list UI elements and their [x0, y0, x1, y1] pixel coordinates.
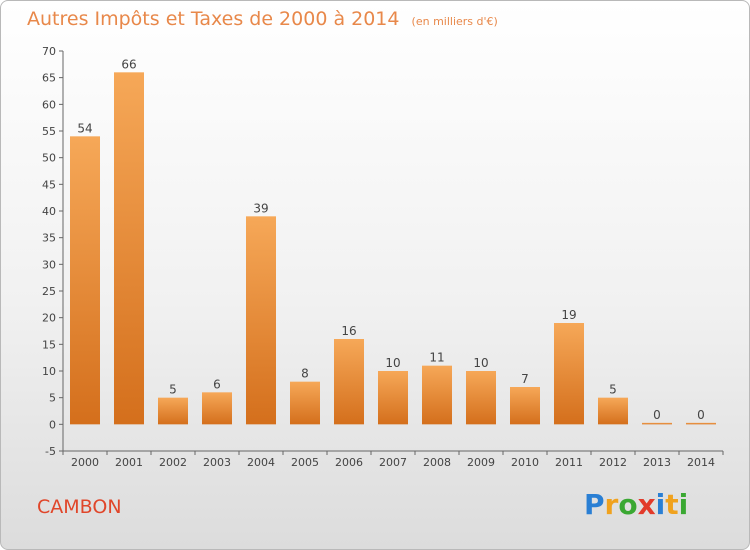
x-tick-label: 2005: [291, 456, 319, 469]
x-tick-label: 2014: [687, 456, 715, 469]
chart-title-unit: (en milliers d'€): [411, 15, 498, 28]
y-tick-label: 55: [42, 125, 56, 138]
x-tick-label: 2008: [423, 456, 451, 469]
bar-value-label: 0: [697, 408, 705, 422]
logo-letter: o: [618, 488, 638, 521]
bar-value-label: 16: [341, 324, 356, 338]
bar: [202, 392, 232, 425]
x-tick-label: 2010: [511, 456, 539, 469]
y-tick-label: 35: [42, 232, 56, 245]
bar: [114, 72, 144, 425]
bar-value-label: 66: [121, 57, 136, 71]
x-tick-label: 2003: [203, 456, 231, 469]
logo-letter: x: [637, 488, 656, 521]
y-tick-label: 65: [42, 72, 56, 85]
y-tick-label: -5: [45, 445, 56, 458]
x-tick-label: 2006: [335, 456, 363, 469]
y-tick-label: 45: [42, 178, 56, 191]
bar: [70, 136, 100, 425]
logo-letter: t: [665, 488, 679, 521]
chart-title: Autres Impôts et Taxes de 2000 à 2014 (e…: [27, 8, 498, 30]
bar: [510, 387, 540, 425]
proxiti-logo: Proxiti: [584, 488, 688, 521]
y-tick-label: 40: [42, 205, 56, 218]
bar-value-label: 54: [77, 121, 92, 135]
y-tick-label: 15: [42, 338, 56, 351]
y-tick-label: 70: [42, 45, 56, 58]
bar-value-label: 39: [253, 201, 268, 215]
y-tick-label: 5: [49, 392, 56, 405]
bar-value-label: 6: [213, 377, 221, 391]
x-tick-label: 2000: [71, 456, 99, 469]
bar-value-label: 10: [473, 356, 488, 370]
bar: [686, 422, 716, 425]
bar-value-label: 10: [385, 356, 400, 370]
bar-value-label: 7: [521, 372, 529, 386]
bar: [334, 339, 364, 425]
y-tick-label: 30: [42, 258, 56, 271]
commune-name: CAMBON: [37, 496, 122, 518]
logo-letter: i: [678, 488, 689, 521]
bar-value-label: 11: [429, 351, 444, 365]
y-tick-label: 10: [42, 365, 56, 378]
logo-letter: i: [655, 488, 666, 521]
chart-title-main: Autres Impôts et Taxes de 2000 à 2014: [27, 8, 400, 30]
bar-value-label: 19: [561, 308, 576, 322]
bar: [290, 381, 320, 425]
bar-value-label: 5: [609, 383, 617, 397]
bar: [246, 216, 276, 425]
y-tick-label: 25: [42, 285, 56, 298]
y-tick-label: 20: [42, 312, 56, 325]
bar: [378, 371, 408, 425]
bar: [466, 371, 496, 425]
bar: [554, 323, 584, 425]
y-tick-label: 60: [42, 98, 56, 111]
y-tick-label: 0: [49, 418, 56, 431]
x-tick-label: 2012: [599, 456, 627, 469]
logo-letter: P: [584, 488, 605, 521]
x-tick-label: 2011: [555, 456, 583, 469]
bar-value-label: 0: [653, 408, 661, 422]
x-tick-label: 2002: [159, 456, 187, 469]
bar: [598, 397, 628, 425]
bar-value-label: 5: [169, 383, 177, 397]
x-tick-label: 2001: [115, 456, 143, 469]
bar: [422, 365, 452, 425]
x-tick-label: 2009: [467, 456, 495, 469]
y-tick-label: 50: [42, 152, 56, 165]
logo-letter: r: [604, 488, 619, 521]
bar: [642, 422, 672, 425]
x-tick-label: 2013: [643, 456, 671, 469]
x-tick-label: 2004: [247, 456, 275, 469]
x-tick-label: 2007: [379, 456, 407, 469]
bar: [158, 397, 188, 425]
bar-value-label: 8: [301, 367, 309, 381]
